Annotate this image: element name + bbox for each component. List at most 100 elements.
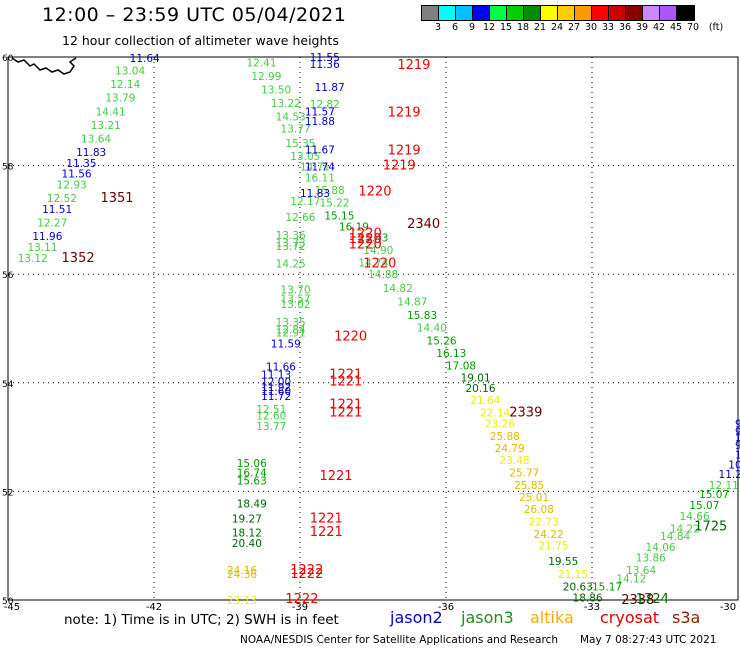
- wave-height-label: 25.01: [519, 492, 549, 504]
- wave-height-label: 15.07: [689, 500, 719, 512]
- wave-height-label: 20.16: [465, 383, 495, 395]
- wave-height-label: 11.92: [261, 382, 291, 394]
- wave-height-label: 13.73: [276, 238, 306, 250]
- wave-height-label: 24.79: [495, 443, 525, 455]
- wave-height-label: 25.88: [490, 431, 520, 443]
- color-scale-label: 18: [516, 22, 530, 33]
- color-swatch: [456, 6, 473, 20]
- wave-height-label: 15.43: [358, 232, 388, 244]
- wave-height-label: 23.13: [227, 595, 257, 607]
- color-swatch: [609, 6, 626, 20]
- wave-height-label: 13.36: [276, 230, 306, 242]
- wave-height-label: 26.08: [524, 504, 554, 516]
- wave-height-label: 14.25: [276, 258, 306, 270]
- wave-height-label: 21.64: [470, 395, 500, 407]
- wave-height-label: 15.63: [237, 476, 267, 488]
- chart-subtitle: 12 hour collection of altimeter wave hei…: [62, 33, 339, 48]
- altimeter-track-d: 14.1213.6413.8614.0614.8414.2214.6615.07…: [616, 419, 740, 586]
- generated-timestamp: May 7 08:27:43 UTC 2021: [580, 634, 717, 646]
- wave-height-label: 13.05: [290, 151, 320, 163]
- wave-height-label: 14.41: [96, 106, 126, 118]
- altimeter-tracks: 11.6413.0412.1413.7914.4113.2113.6411.83…: [18, 52, 740, 608]
- wave-height-label: 15.83: [407, 310, 437, 322]
- lon-tick-label: -42: [146, 602, 162, 613]
- wave-height-label: 18.49: [237, 498, 267, 510]
- color-scale-label: 27: [567, 22, 581, 33]
- wave-height-label: 11.67: [305, 144, 335, 156]
- wave-height-label: 11.59: [271, 339, 301, 351]
- wave-height-label: 13.64: [81, 133, 111, 145]
- wave-height-label: 11.87: [315, 82, 345, 94]
- wave-height-label: 14.06: [646, 542, 676, 554]
- wave-height-label: 14.22: [670, 523, 700, 535]
- wave-height-label: 16.74: [237, 467, 267, 479]
- pass-time-label: 1724: [636, 592, 669, 607]
- wave-height-label: 11.24: [719, 469, 740, 481]
- wave-height-label: 9: [735, 419, 740, 431]
- pass-time-label: 1221: [329, 368, 362, 383]
- wave-height-label: 13.50: [261, 85, 291, 97]
- credit-text: NOAA/NESDIS Center for Satellite Applica…: [240, 634, 558, 646]
- wave-height-label: 13.79: [105, 93, 135, 105]
- color-scale-label: (ft): [708, 22, 724, 33]
- pass-time-label: 1221: [329, 398, 362, 413]
- wave-height-label: 12.66: [285, 212, 315, 224]
- wave-height-label: 13.04: [115, 66, 145, 78]
- wave-height-label: 12.60: [256, 410, 286, 422]
- map-frame: [7, 56, 739, 601]
- wave-height-label: 11.83: [300, 188, 330, 200]
- wave-height-label: 12.00: [261, 377, 291, 389]
- pass-time-label: 2338: [621, 593, 654, 608]
- color-scale-label: 39: [635, 22, 649, 33]
- wave-height-label: 13.77: [281, 124, 311, 136]
- wave-height-label: 13.22: [271, 98, 301, 110]
- lon-tick-label: -45: [4, 602, 20, 613]
- wave-height-label: 14.74: [358, 257, 388, 269]
- wave-height-label: 11.64: [130, 53, 160, 65]
- color-swatch: [439, 6, 456, 20]
- wave-height-label: 10.88: [735, 432, 740, 444]
- wave-height-label: 9.7: [735, 427, 740, 439]
- lon-tick-label: -36: [438, 602, 454, 613]
- color-scale-label: 21: [533, 22, 547, 33]
- wave-height-label: 11.51: [42, 204, 72, 216]
- wave-height-label: 12.11: [709, 480, 739, 492]
- pass-time-label: 1221: [329, 406, 362, 421]
- wave-height-label: 11.13: [261, 370, 291, 382]
- color-swatch: [473, 6, 490, 20]
- wave-height-label: 11.35: [66, 158, 96, 170]
- color-swatch: [490, 6, 507, 20]
- color-swatch: [524, 6, 541, 20]
- wave-height-label: 13.21: [91, 120, 121, 132]
- pass-time-label: 1222: [285, 592, 318, 607]
- pass-time-label: 1219: [388, 143, 421, 158]
- wave-height-label: 9.90: [735, 440, 740, 452]
- wave-height-label: 12.99: [251, 71, 281, 83]
- wave-height-label: 24.36: [227, 569, 257, 581]
- wave-height-label: 21.15: [558, 569, 588, 581]
- wave-height-label: 19.55: [548, 556, 578, 568]
- wave-height-label: 13.11: [27, 242, 57, 254]
- lat-tick-label: 52: [2, 488, 13, 498]
- wave-height-label: 11.57: [305, 106, 335, 118]
- wave-height-label: 12.91: [276, 327, 306, 339]
- pass-time-label: 1219: [388, 105, 421, 120]
- wave-height-label: 11.56: [62, 169, 92, 181]
- greenland-coastline: [11, 57, 77, 75]
- color-swatch: [541, 6, 558, 20]
- pass-time-label: 1221: [329, 375, 362, 390]
- color-scale-label: 36: [618, 22, 632, 33]
- wave-height-label: 15.06: [237, 458, 267, 470]
- wave-height-label: 13.64: [626, 565, 656, 577]
- wave-height-label: 14.82: [383, 283, 413, 295]
- pass-time-label: 1220: [363, 256, 396, 271]
- wave-height-label: 12.27: [37, 218, 67, 230]
- wave-height-label: 12.17: [290, 196, 320, 208]
- wave-height-label: 25.85: [514, 480, 544, 492]
- pass-time-label: 1352: [62, 251, 95, 266]
- wave-height-label: 10.58: [728, 459, 740, 471]
- color-scale-labels: 3 6 9 12 15 18 21 24 27 30 33 36 39 42 45 70 (ft): [421, 22, 740, 34]
- color-scale-label: 3: [434, 22, 442, 33]
- color-scale-label: 15: [499, 22, 513, 33]
- pass-time-label: 1220: [334, 330, 367, 345]
